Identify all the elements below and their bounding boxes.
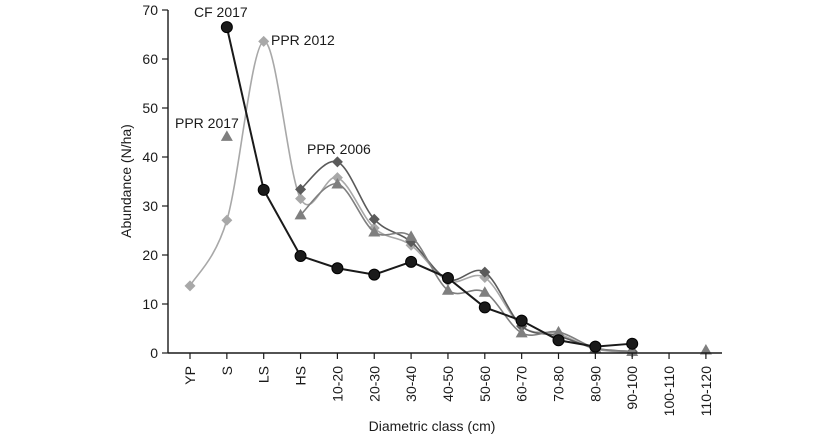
data-point-cf-2017: [257, 183, 270, 196]
data-point-cf-2017: [220, 21, 233, 34]
data-point-cf-2017: [405, 255, 418, 268]
data-point-ppr-2012: [295, 193, 307, 205]
data-point-cf-2017: [478, 301, 491, 314]
data-point-ppr-2006: [479, 266, 491, 278]
data-point-cf-2017: [589, 340, 602, 353]
data-point-ppr-2006: [368, 213, 380, 225]
data-point-cf-2017: [441, 272, 454, 285]
y-tick-label: 30: [142, 198, 158, 214]
y-tick-label: 50: [142, 100, 158, 116]
x-tick-label: 60-70: [514, 366, 530, 402]
x-tick-label: 10-20: [329, 366, 345, 402]
x-tick-label: HS: [293, 366, 309, 385]
y-tick-label: 70: [142, 2, 158, 18]
data-point-ppr-2017: [441, 284, 454, 295]
y-tick-label: 60: [142, 51, 158, 67]
series-layer: [184, 21, 712, 358]
x-tick-label: 70-80: [551, 366, 567, 402]
data-point-ppr-2017: [478, 286, 491, 297]
series-line-ppr-2017: [299, 183, 633, 353]
series-line-cf-2017: [225, 26, 633, 348]
x-tick-label: 20-30: [366, 366, 382, 402]
data-point-ppr-2012: [184, 280, 196, 292]
data-point-ppr-2012: [258, 35, 270, 47]
data-point-ppr-2006: [295, 183, 307, 195]
data-point-ppr-2017: [368, 225, 381, 237]
axes-layer: [167, 10, 722, 354]
series-cf-2017: [220, 21, 639, 353]
data-point-ppr-2017: [294, 208, 307, 220]
data-point-cf-2017: [294, 249, 307, 262]
annotation-cf-2017: CF 2017: [194, 4, 248, 20]
y-tick-label: 40: [142, 149, 158, 165]
data-point-ppr-2017: [552, 325, 565, 337]
x-tick-label: 40-50: [440, 366, 456, 402]
x-tick-label: 110-120: [698, 366, 714, 417]
y-tick-label: 10: [142, 296, 158, 312]
y-tick-label: 0: [150, 345, 158, 361]
annotation-ppr-2017: PPR 2017: [175, 115, 239, 131]
x-tick-label: LS: [256, 366, 272, 383]
y-tick-label: 20: [142, 247, 158, 263]
data-point-cf-2017: [552, 334, 565, 347]
x-tick-label: 50-60: [477, 366, 493, 402]
data-point-ppr-2017: [331, 177, 344, 189]
x-tick-label: 100-110: [661, 366, 677, 417]
data-point-ppr-2017: [220, 130, 233, 141]
annotation-layer: CF 2017 PPR 2012 PPR 2017 PPR 2006: [175, 4, 371, 157]
data-point-ppr-2017: [699, 344, 712, 355]
data-point-cf-2017: [331, 262, 344, 275]
data-point-ppr-2012: [331, 172, 343, 184]
x-tick-label: 90-100: [624, 366, 640, 410]
x-tick-label: 30-40: [403, 366, 419, 402]
data-point-ppr-2017: [515, 326, 528, 338]
x-tick-label: S: [219, 366, 235, 375]
series-line-ppr-2006: [300, 160, 633, 353]
y-axis-title: Abundance (N/ha): [118, 124, 134, 238]
data-point-ppr-2017: [405, 230, 418, 241]
x-axis-title: Diametric class (cm): [369, 418, 496, 434]
data-point-cf-2017: [368, 268, 381, 281]
data-point-ppr-2012: [221, 214, 233, 226]
x-tick-label: 80-90: [587, 366, 603, 402]
series-ppr-2012: [184, 35, 638, 358]
annotation-ppr-2006: PPR 2006: [307, 141, 371, 157]
ticks-layer: 0 10 20 30 40 50 60 70 YP S LS HS 10-20 20-30 30-40 40-…: [142, 2, 713, 416]
x-tick-label: YP: [182, 366, 198, 385]
annotation-ppr-2012: PPR 2012: [271, 32, 335, 48]
series-line-ppr-2012: [189, 40, 633, 353]
data-point-cf-2017: [515, 314, 528, 327]
data-point-ppr-2006: [331, 156, 343, 168]
data-point-cf-2017: [626, 337, 639, 350]
